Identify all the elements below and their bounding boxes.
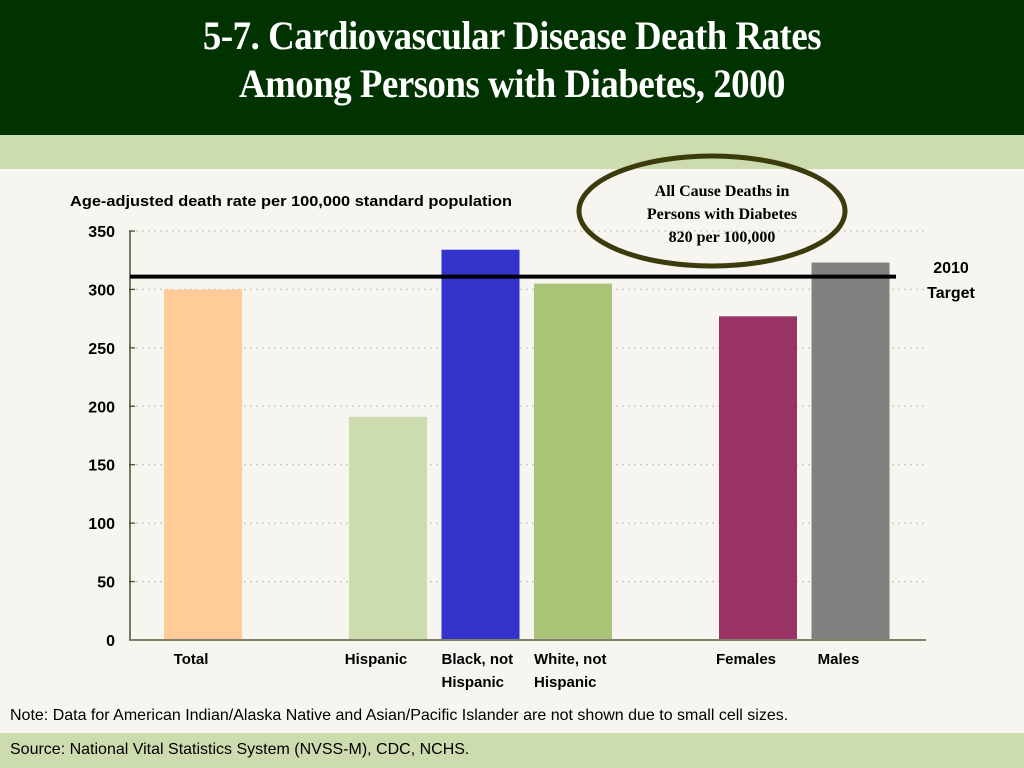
x-tick-label: Black, not [442,651,514,668]
target-label-line-2: Target [927,285,975,302]
bar-males [811,262,890,640]
header-banner: 5-7. Cardiovascular Disease Death Rates … [0,0,1024,135]
source-text: Source: National Vital Statistics System… [10,741,470,758]
callout: All Cause Deaths in Persons with Diabete… [576,153,848,269]
bar-females [719,316,797,640]
x-tick-label: Females [716,651,776,668]
x-tick-label: White, not [534,651,606,668]
bars [164,249,890,640]
title-line-1: 5-7. Cardiovascular Disease Death Rates [202,13,822,58]
x-tick-label: Hispanic [345,651,408,668]
footnote: Note: Data for American Indian/Alaska Na… [10,707,789,724]
target-label-line-1: 2010 [933,260,969,277]
y-tick-label: 350 [88,224,115,241]
x-tick-label: Hispanic [534,674,597,691]
gridlines [130,230,926,583]
x-tick-label: Males [818,651,860,668]
x-tick-label: Hispanic [442,674,505,691]
callout-ellipse [576,153,848,269]
source-band: Source: National Vital Statistics System… [0,733,1024,768]
title-line-2: Among Persons with Diabetes, 2000 [238,61,785,106]
y-tick-label: 250 [88,341,115,358]
x-axis-labels: Total Hispanic Black, not Hispanic White, no… [174,651,860,691]
decorative-band [0,135,1024,169]
y-tick-label: 100 [88,516,115,533]
y-tick-label: 150 [88,458,115,475]
bar-black-not-hispanic [441,249,520,640]
y-tick-label: 50 [97,575,115,592]
bar-total [164,289,242,640]
y-axis-ticks: 0 50 100 150 200 250 300 350 [88,224,135,650]
callout-line-3: 820 per 100,000 [669,229,776,246]
callout-line-1: All Cause Deaths in [655,183,790,200]
y-axis-label: Age-adjusted death rate per 100,000 stan… [70,193,512,210]
page-title: 5-7. Cardiovascular Disease Death Rates … [41,0,983,108]
x-tick-label: Total [174,651,209,668]
y-tick-label: 0 [106,633,115,650]
bar-hispanic [349,416,427,640]
target-label: 2010 Target [927,260,975,302]
callout-line-2: Persons with Diabetes [647,206,797,223]
bar-white-not-hispanic [534,283,612,640]
y-tick-label: 200 [88,399,115,416]
y-tick-label: 300 [88,282,115,299]
